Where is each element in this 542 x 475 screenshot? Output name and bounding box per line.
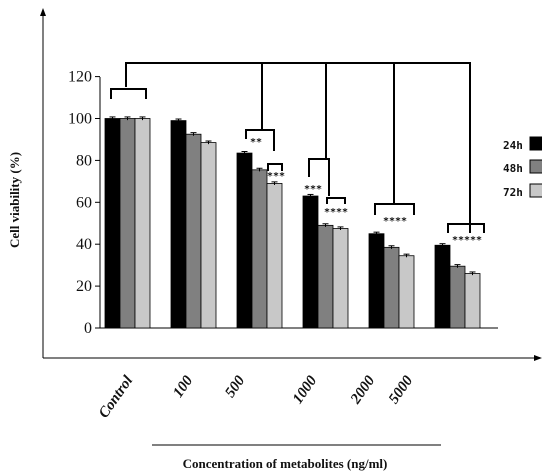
category-label: 500 (222, 373, 248, 401)
x-axis-arrow (534, 355, 542, 361)
category-label: 2000 (347, 373, 378, 408)
category-labels: Control 100 500 1000 2000 5000 (96, 372, 417, 421)
y-tick-label: 40 (76, 236, 92, 253)
bar-72h-100 (200, 142, 217, 329)
bar-72h-5000 (464, 273, 481, 329)
y-tick-label: 60 (76, 194, 92, 211)
y-tick-label: 100 (68, 111, 92, 128)
bracket-1000-outer (308, 158, 330, 196)
top-bracket (125, 62, 471, 233)
bracket-1000-inner (326, 197, 346, 204)
bar-24h-Control (104, 118, 121, 329)
y-tick-label: 80 (76, 152, 92, 169)
sig-label-5000: ***** (452, 235, 482, 246)
category-label: 1000 (290, 373, 321, 407)
control-bracket (110, 88, 147, 99)
bracket-500-inner (267, 163, 283, 171)
bar-24h-1000 (302, 195, 319, 329)
y-axis-title: Cell viability (%) (7, 152, 22, 248)
legend: 24h 48h 72h (503, 136, 542, 199)
category-label: 100 (170, 373, 196, 401)
legend-label: 72h (503, 186, 523, 199)
bar-72h-2000 (398, 255, 415, 329)
bar-48h-1000 (317, 224, 334, 329)
bracket-500-outer (245, 129, 275, 151)
bar-72h-500 (266, 183, 283, 329)
legend-swatch (529, 183, 542, 198)
sig-label-2000: **** (383, 216, 407, 227)
legend-label: 48h (503, 162, 523, 175)
bar-48h-100 (185, 133, 202, 329)
bars (104, 118, 481, 329)
bracket-2000 (374, 203, 415, 215)
bar-48h-500 (251, 169, 268, 329)
significance-brackets (110, 62, 485, 233)
category-label: 5000 (386, 373, 417, 407)
legend-swatch (529, 159, 542, 174)
sig-label-500-a: ** (250, 137, 262, 148)
bracket-5000 (447, 223, 485, 233)
significance-labels: ** *** *** **** **** ***** (250, 137, 482, 246)
bar-24h-2000 (368, 233, 385, 329)
error-bars (109, 116, 476, 276)
sig-label-500-b: *** (267, 171, 285, 182)
bar-24h-100 (170, 120, 187, 329)
y-axis-arrow (40, 8, 46, 16)
bar-24h-500 (236, 152, 253, 329)
sig-label-1000-b: **** (324, 207, 348, 218)
x-axis-title: Concentration of metabolites (ng/ml) (183, 456, 388, 471)
bar-72h-Control (134, 118, 151, 329)
sig-label-1000-a: *** (304, 184, 322, 195)
y-tick-label: 120 (68, 69, 92, 86)
legend-label: 24h (503, 139, 523, 152)
legend-swatch (529, 136, 542, 151)
y-tick-label: 20 (76, 278, 92, 295)
bar-48h-Control (119, 118, 136, 329)
bar-24h-5000 (434, 244, 451, 329)
bar-48h-2000 (383, 246, 400, 329)
y-tick-label: 0 (84, 320, 92, 337)
y-ticks: 0 20 40 60 80 100 120 (68, 69, 100, 337)
bar-48h-5000 (449, 265, 466, 329)
category-label: Control (96, 372, 137, 421)
bar-72h-1000 (332, 228, 349, 329)
